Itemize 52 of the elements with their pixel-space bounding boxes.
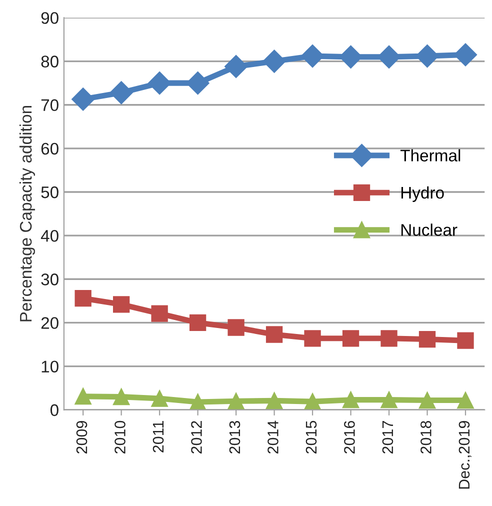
legend-label: Nuclear <box>401 224 458 236</box>
point <box>228 392 244 410</box>
point <box>380 392 398 408</box>
point <box>380 330 398 347</box>
point <box>262 50 286 73</box>
point <box>266 392 283 410</box>
point <box>266 326 283 343</box>
point <box>189 314 206 332</box>
x-tick-label: 2013 <box>229 420 240 454</box>
x-tick-label: 2009 <box>76 420 88 454</box>
point <box>457 332 474 349</box>
y-tick-label: 70 <box>41 99 58 112</box>
y-tick-label: 30 <box>41 274 58 286</box>
x-tick-label: 2010 <box>114 420 126 454</box>
point <box>304 330 321 347</box>
legend-label: Thermal <box>400 149 460 162</box>
point <box>454 43 477 66</box>
point <box>304 393 321 410</box>
y-tick-label: 40 <box>40 230 58 242</box>
x-tick-label: 2011 <box>152 421 164 452</box>
point <box>74 290 92 307</box>
x-tick-label: 2012 <box>191 421 202 454</box>
y-tick-label: 10 <box>42 360 58 372</box>
x-tick-label: 2018 <box>420 420 432 454</box>
x-tick-label: 2015 <box>306 420 317 454</box>
point <box>72 88 95 111</box>
x-tick-label: 2014 <box>268 420 278 454</box>
y-tick-label: 50 <box>41 186 58 198</box>
point <box>112 296 130 313</box>
point <box>342 392 360 408</box>
x-tick-label: Dec.,2019 <box>458 420 472 489</box>
point <box>151 390 168 407</box>
y-tick-label: 90 <box>41 12 58 24</box>
x-tick-label: 2017 <box>382 421 394 454</box>
point <box>418 392 436 409</box>
y-axis-title: Percentage Capacity addition <box>19 106 36 322</box>
y-tick-label: 20 <box>41 317 58 329</box>
y-tick-label: 0 <box>50 404 58 416</box>
x-tick-label: 2016 <box>344 420 355 454</box>
point <box>418 330 436 348</box>
point <box>112 388 130 406</box>
y-tick-label: 80 <box>41 56 58 68</box>
point <box>189 394 206 410</box>
point <box>74 388 92 405</box>
point <box>151 305 168 322</box>
point <box>228 319 244 336</box>
point <box>110 81 133 104</box>
legend-label: Hydro <box>401 186 444 202</box>
point <box>224 55 248 78</box>
point <box>457 392 474 409</box>
point <box>342 330 360 347</box>
y-tick-label: 60 <box>41 142 58 155</box>
